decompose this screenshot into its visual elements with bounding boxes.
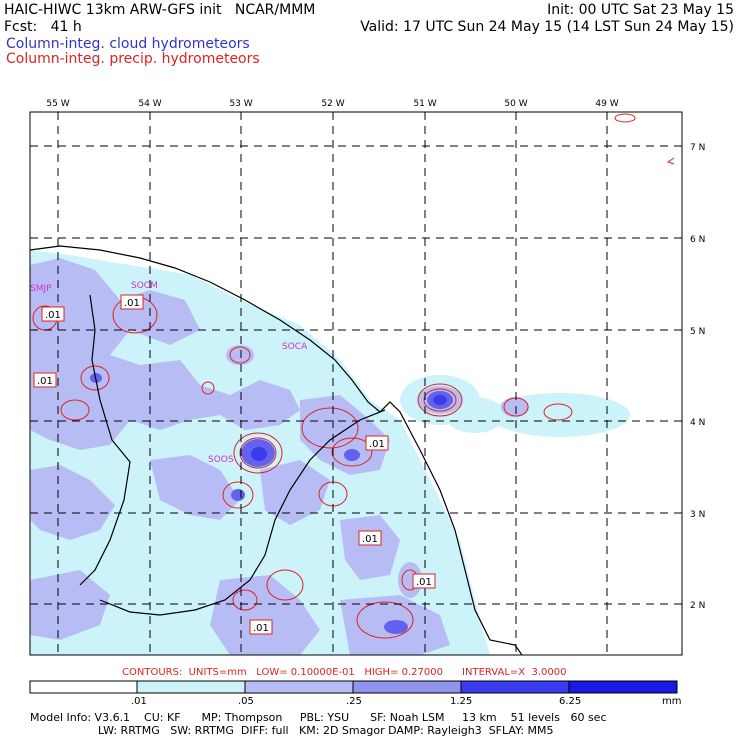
lat-label: 5 N [690,327,705,337]
colorbar-tick: .25 [346,696,362,707]
contour-label: .01 [124,298,140,309]
forecast-hour: Fcst: 41 h [4,19,82,35]
lat-label: 2 N [690,601,705,611]
title-left: HAIC-HIWC 13km ARW-GFS init NCAR/MMM [4,2,316,18]
station-smjp: SMJP [30,284,52,294]
cloud-shading-moderate [30,258,529,655]
lon-label: 49 W [595,99,618,109]
station-labels: SMJP SOCM SOCA SOOS [30,281,308,465]
field-cloud-label: Column-integ. cloud hydrometeors [6,36,250,52]
lon-label: 55 W [46,99,69,109]
map-plot-area: SMJP SOCM SOCA SOOS .01 .01 .01 .01 .01 … [30,112,682,655]
station-soos: SOOS [208,455,234,465]
latitude-labels: 7 N 6 N 5 N 4 N 3 N 2 N [690,143,705,611]
colorbar-tick: 6.25 [559,696,582,707]
contour-label: .01 [416,577,432,588]
lat-label: 7 N [690,143,705,153]
lat-label: 3 N [690,510,705,520]
map-frame [29,111,683,656]
model-info-line2: LW: RRTMG SW: RRTMG DIFF: full KM: 2D Sm… [98,724,554,737]
longitude-labels: 55 W 54 W 53 W 52 W 51 W 50 W 49 W [46,99,618,109]
colorbar-units: mm [662,696,682,707]
colorbar-tick: .05 [238,696,254,707]
contour-label: .01 [369,439,385,450]
lon-label: 54 W [138,99,161,109]
cloud-shading-max [251,395,447,461]
model-info-line1: Model Info: V3.6.1 CU: KF MP: Thompson P… [30,711,607,724]
colorbar-tick: 1.25 [450,696,473,707]
contour-value-labels: .01 .01 .01 .01 .01 .01 .01 [33,294,436,635]
init-time: Init: 00 UTC Sat 23 May 15 [547,2,734,18]
station-soca: SOCA [282,342,308,352]
colorbar [29,680,678,694]
station-socm: SOCM [131,281,158,291]
field-precip-label: Column-integ. precip. hydrometeors [6,51,260,67]
lat-label: 4 N [690,418,705,428]
colorbar-tick: .01 [131,696,147,707]
contour-label: .01 [37,376,53,387]
contour-label: .01 [45,310,61,321]
lon-label: 53 W [229,99,252,109]
contour-info: CONTOURS: UNITS=mm LOW= 0.10000E-01 HIGH… [122,667,567,678]
contour-label: .01 [253,623,269,634]
valid-time: Valid: 17 UTC Sun 24 May 15 (14 LST Sun … [360,19,734,35]
lon-label: 51 W [413,99,436,109]
lat-lon-grid [30,112,682,655]
coastline [30,245,523,655]
contour-label: .01 [362,534,378,545]
lat-label: 6 N [690,235,705,245]
lon-label: 50 W [504,99,527,109]
lon-label: 52 W [321,99,344,109]
